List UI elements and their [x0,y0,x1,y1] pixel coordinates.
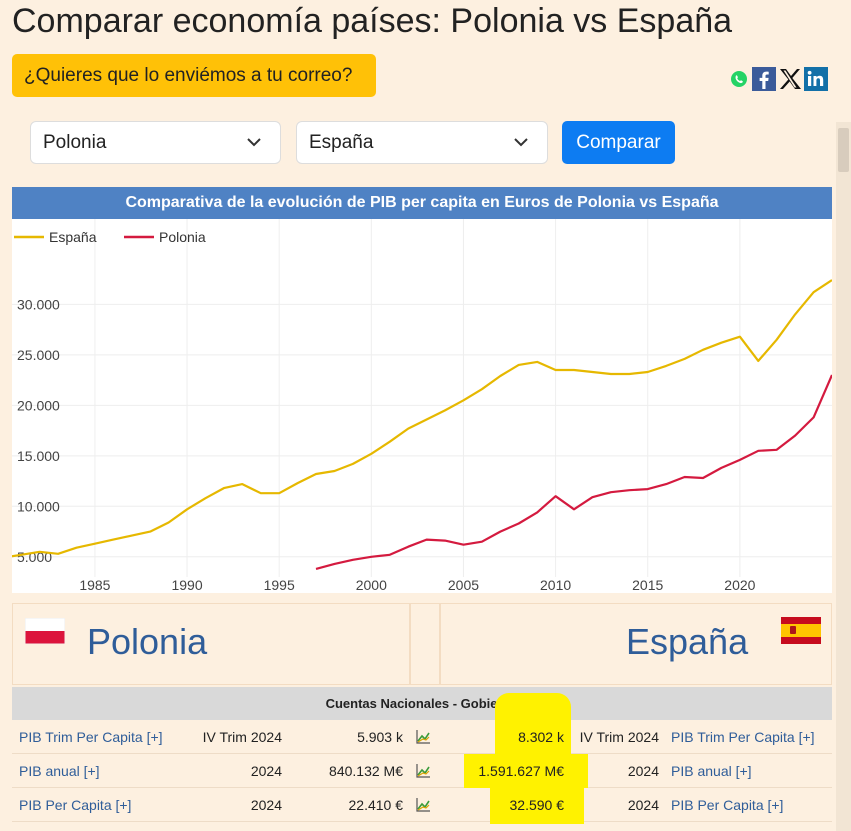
date-left: IV Trim 2024 [202,729,282,745]
country2-value: España [309,132,374,153]
y-tick-label: 5.000 [17,549,52,565]
table-row: PIB Per Capita [+] 2024 22.410 € 32.590 € 20… [12,788,832,824]
highlight-marker [495,693,571,754]
chart-container: Comparativa de la evolución de PIB per c… [12,187,832,593]
country1-select[interactable]: Polonia [30,121,281,164]
country-right-name: España [626,621,749,662]
highlight-marker [490,788,584,824]
y-tick-label: 15.000 [17,448,60,464]
legend-label[interactable]: Polonia [159,229,206,245]
facebook-icon[interactable] [752,67,776,91]
series-line-espana [12,279,832,558]
table-row: PIB anual [+] 2024 840.132 M€ 1.591.627 M€ 2… [12,754,832,788]
legend-label[interactable]: España [49,229,97,245]
date-left: 2024 [250,797,282,813]
linkedin-icon[interactable] [804,67,828,91]
series-line-polonia [315,374,832,570]
value-right: 32.590 € [509,797,565,813]
indicator-link-left[interactable]: PIB Trim Per Capita [+] [19,729,163,745]
line-chart: 5.000 10.000 15.000 20.000 25.000 30.000 1985 1… [12,219,832,593]
country-right-cell: España [440,603,832,685]
x-tick-label: 2000 [356,577,387,593]
x-tick-label: 1985 [79,577,110,593]
x-tick-label: 1990 [171,577,202,593]
y-tick-label: 25.000 [17,347,60,363]
page-title: Comparar economía países: Polonia vs Esp… [12,2,733,40]
country-header-row: Polonia España [12,603,832,685]
x-tick-label: 2005 [448,577,479,593]
country-left-cell: Polonia [12,603,410,685]
x-tick-label: 2020 [724,577,755,593]
chart-icon[interactable] [415,797,431,816]
country1-value: Polonia [43,132,107,153]
highlight-marker [464,754,588,788]
date-right: 2024 [627,763,659,779]
indicator-link-left[interactable]: PIB anual [+] [19,763,100,779]
x-tick-label: 2010 [540,577,571,593]
value-right: 8.302 k [518,729,564,745]
x-tick-label: 2015 [632,577,663,593]
indicator-link-right[interactable]: PIB anual [+] [671,763,752,779]
chart-icon[interactable] [415,729,431,748]
date-right: IV Trim 2024 [579,729,659,745]
national-accounts-table: Cuentas Nacionales - Gobierno PIB Trim P… [12,687,832,824]
y-tick-label: 20.000 [17,397,60,413]
country2-select[interactable]: España [296,121,548,164]
share-bar [730,66,828,92]
value-left: 5.903 k [357,729,403,745]
scrollbar-thumb[interactable] [838,128,849,172]
indicator-link-right[interactable]: PIB Per Capita [+] [671,797,784,813]
indicator-link-left[interactable]: PIB Per Capita [+] [19,797,132,813]
indicator-link-right[interactable]: PIB Trim Per Capita [+] [671,729,815,745]
x-tick-label: 1995 [264,577,295,593]
scrollbar[interactable] [836,122,851,831]
y-tick-label: 30.000 [17,296,60,312]
country-left-name: Polonia [87,621,208,662]
poland-flag-icon [25,618,65,644]
date-right: 2024 [627,797,659,813]
chart-icon[interactable] [415,763,431,782]
chevron-down-icon [247,138,261,147]
country-spacer-cell [410,603,440,685]
compare-button[interactable]: Comparar [562,121,675,164]
whatsapp-icon[interactable] [730,70,748,88]
table-heading: Cuentas Nacionales - Gobierno [12,687,832,720]
y-tick-label: 10.000 [17,498,60,514]
date-left: 2024 [250,763,282,779]
value-left: 22.410 € [348,797,404,813]
x-icon[interactable] [778,67,802,91]
email-subscribe-button[interactable]: ¿Quieres que lo enviémos a tu correo? [12,54,376,97]
spain-flag-icon [781,617,821,644]
value-left: 840.132 M€ [329,763,403,779]
chart-title: Comparativa de la evolución de PIB per c… [12,187,832,219]
chevron-down-icon [514,138,528,147]
value-right: 1.591.627 M€ [478,763,564,779]
table-row: PIB Trim Per Capita [+] IV Trim 2024 5.903… [12,693,832,754]
